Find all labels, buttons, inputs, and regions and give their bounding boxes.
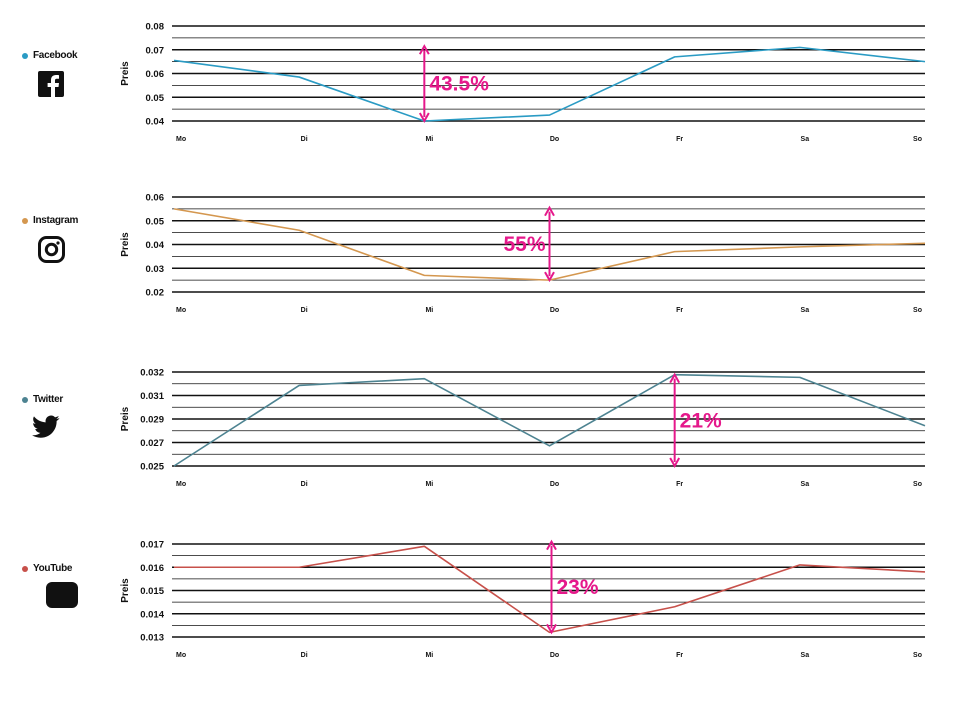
twitter-icon [32,415,92,444]
y-tick-label: 0.02 [146,288,165,299]
x-tick-label: Di [301,481,308,488]
x-tick-label: Mo [176,652,186,659]
annotation-arrow-head-up [546,539,557,551]
y-tick-label: 0.06 [146,193,165,204]
twitter-color-dot [22,396,28,403]
annotation-arrow-head-down [544,271,555,283]
x-tick-label: Fr [676,307,683,314]
x-tick-label: Mo [176,307,186,314]
instagram-color-dot [22,217,28,224]
y-tick-label: 0.05 [146,93,165,104]
x-tick-label: Fr [676,136,683,143]
x-tick-label: Mi [425,307,433,314]
facebook-icon [38,71,92,102]
x-tick-label: Sa [801,481,810,488]
y-tick-label: 0.03 [146,264,165,275]
annotation-label: 21% [680,409,722,432]
legend-youtube: YouTube [22,563,92,613]
x-tick-label: Sa [801,652,810,659]
youtube-icon [22,582,92,613]
series-line [173,46,926,122]
x-tick-label: Do [550,652,559,659]
x-tick-label: Mi [425,481,433,488]
y-tick-label: 0.08 [146,22,165,33]
y-tick-label: 0.016 [140,563,164,574]
x-tick-label: Mi [425,136,433,143]
x-tick-label: Sa [801,307,810,314]
legend-label: Facebook [33,50,78,61]
y-tick-label: 0.015 [140,586,164,597]
annotation-arrow-head-down [418,112,430,124]
y-axis-label: Preis [120,232,131,257]
y-tick-label: 0.04 [146,240,165,251]
facebook-color-dot [22,52,28,59]
x-tick-label: Fr [676,652,683,659]
x-tick-label: So [913,136,922,143]
annotation-label: 43.5% [429,73,489,96]
y-axis-label: Preis [120,61,131,86]
series-line [173,373,926,467]
x-tick-label: Sa [801,136,810,143]
annotation-label: 55% [503,233,545,256]
legend-label: Twitter [33,394,63,405]
y-tick-label: 0.013 [140,633,164,644]
x-tick-label: Di [301,307,308,314]
annotation-label: 23% [557,576,599,599]
x-tick-label: Do [550,481,559,488]
y-tick-label: 0.017 [140,540,164,551]
y-axis-label: Preis [120,406,131,431]
x-tick-label: Fr [676,481,683,488]
y-tick-label: 0.07 [146,45,165,56]
y-tick-label: 0.05 [146,216,165,227]
x-tick-label: Mo [176,481,186,488]
annotation-arrow-head-up [669,372,681,384]
legend-twitter: Twitter [22,394,92,444]
y-tick-label: 0.027 [140,438,164,449]
series-line [174,545,926,634]
y-tick-label: 0.014 [140,609,164,620]
y-tick-label: 0.04 [146,117,165,128]
y-tick-label: 0.032 [140,368,164,379]
youtube-color-dot [22,565,28,572]
x-tick-label: Mo [176,136,186,143]
x-tick-label: Do [550,136,559,143]
y-axis-label: Preis [120,578,131,603]
legend-instagram: Instagram [22,215,92,268]
annotation-arrow-head-down [669,457,681,469]
y-tick-label: 0.029 [140,415,164,426]
x-tick-label: So [913,481,922,488]
x-tick-label: Do [550,307,559,314]
instagram-icon [38,236,92,268]
legend-label: Instagram [33,215,79,226]
legend-label: YouTube [33,563,73,574]
x-tick-label: Mi [425,652,433,659]
annotation-arrow-head-up [544,205,555,217]
annotation-arrow-head-down [546,623,557,635]
y-tick-label: 0.025 [140,462,164,473]
y-tick-label: 0.06 [146,69,165,80]
annotation-arrow-head-up [418,44,430,55]
x-tick-label: Di [301,136,308,143]
y-tick-label: 0.031 [140,391,164,402]
x-tick-label: So [913,652,922,659]
x-tick-label: Di [301,652,308,659]
x-tick-label: So [913,307,922,314]
legend-facebook: Facebook [22,50,92,102]
